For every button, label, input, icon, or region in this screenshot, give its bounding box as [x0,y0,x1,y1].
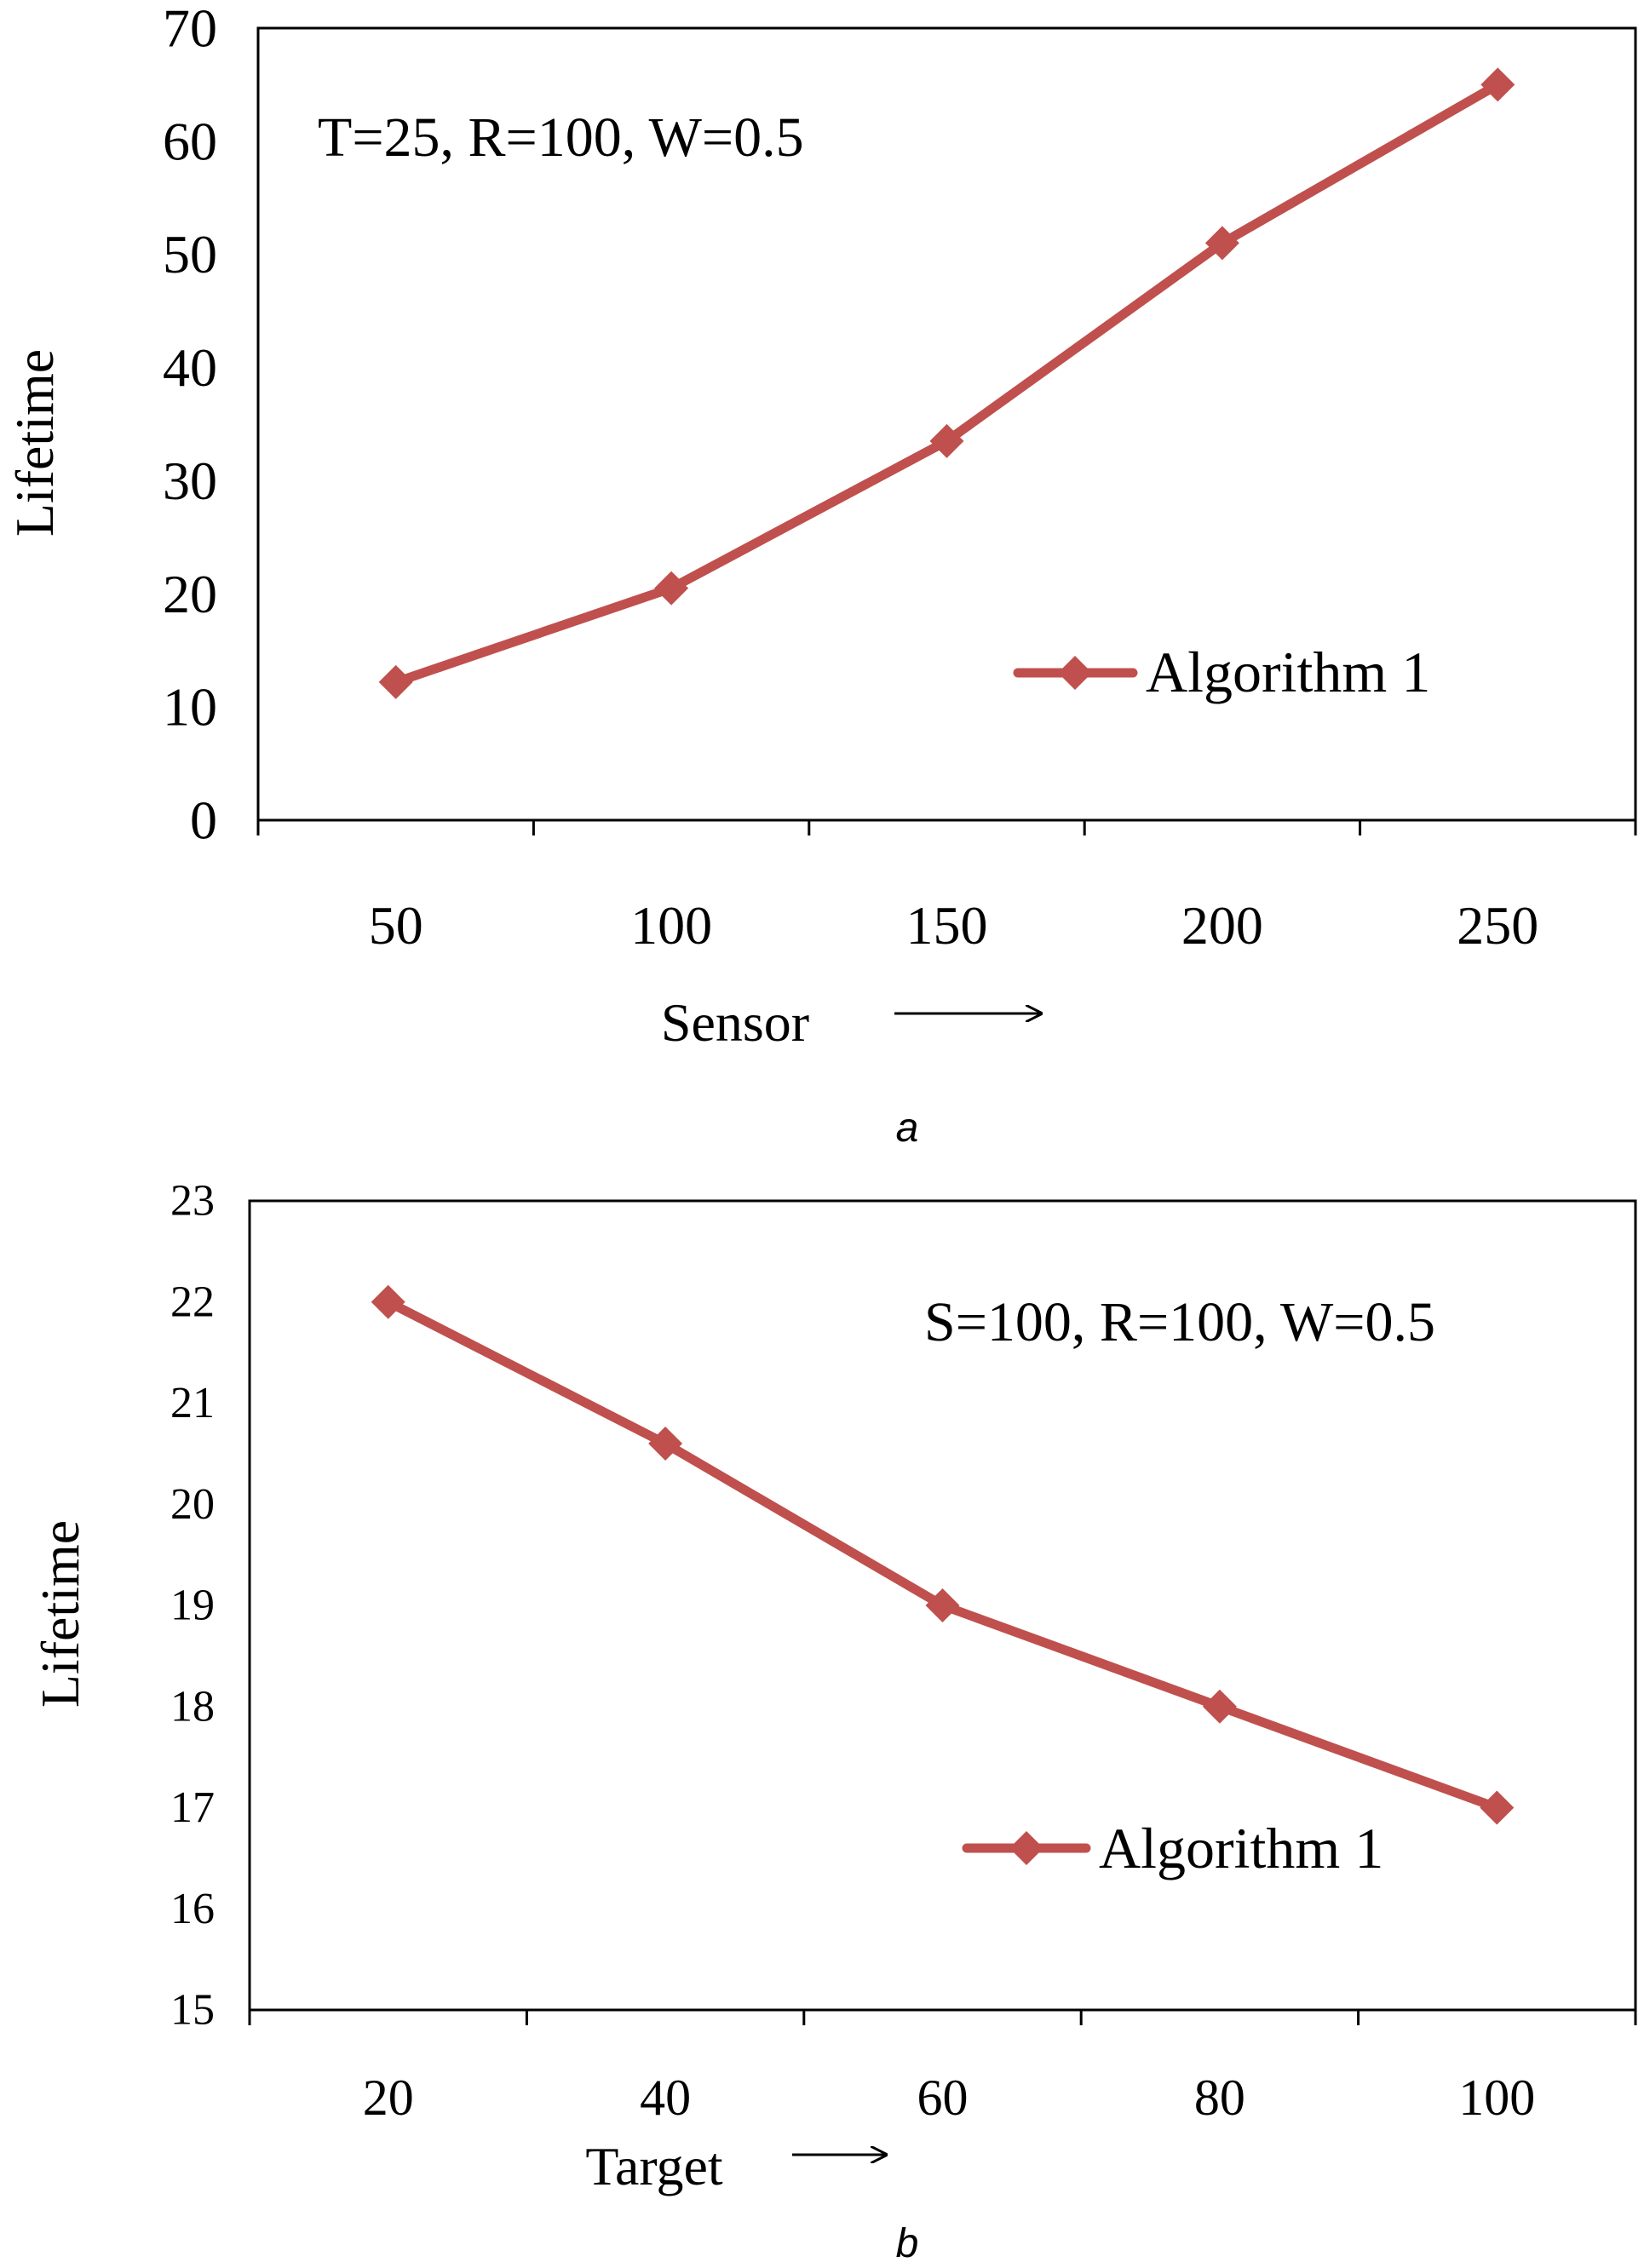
y-tick-label: 16 [170,1885,215,1933]
data-point-marker [654,571,689,606]
data-point-marker [1202,1689,1237,1724]
chart-panel-b: 15 16 17 18 19 20 21 22 23 20 40 60 80 100 S=100, R=… [30,1177,1637,2196]
annotation-a: T=25, R=100, W=0.5 [318,106,804,169]
y-tick-label: 40 [163,337,217,398]
data-point-marker [929,423,964,458]
y-tick-label: 19 [170,1582,215,1630]
x-tick-label: 80 [1194,2070,1245,2126]
x-axis-label-b: Target [585,2136,723,2196]
legend-b: Algorithm 1 [962,1816,1383,1880]
annotation-b: S=100, R=100, W=0.5 [924,1291,1435,1353]
x-tick-label: 100 [1458,2070,1535,2126]
x-tick-label: 100 [630,895,712,956]
x-ticks-b: 20 40 60 80 100 [248,2010,1637,2126]
legend-label-b: Algorithm 1 [1099,1816,1383,1880]
y-tick-label: 20 [170,1480,215,1529]
legend-marker-a [1058,656,1092,690]
data-point-marker [371,1284,405,1319]
x-ticks-a: 50 100 150 200 250 [256,820,1637,956]
y-tick-label: 70 [163,0,217,59]
y-tick-label: 15 [170,1986,215,2035]
y-tick-label: 18 [170,1682,215,1731]
panel-letter-a: a [896,1105,919,1151]
y-tick-label: 30 [163,451,217,511]
x-tick-label: 250 [1457,895,1538,956]
y-ticks-a: 0 10 20 30 40 50 60 70 [163,0,217,851]
x-tick-label: 150 [906,895,988,956]
y-tick-label: 50 [163,224,217,284]
y-tick-label: 60 [163,111,217,171]
x-tick-label: 60 [917,2070,969,2126]
y-axis-label-a: Lifetime [4,349,65,537]
y-ticks-b: 15 16 17 18 19 20 21 22 23 [170,1177,215,2035]
series-a [378,67,1515,699]
y-tick-label: 23 [170,1177,215,1226]
x-tick-label: 40 [640,2070,691,2126]
y-tick-label: 10 [163,677,217,738]
y-tick-label: 22 [170,1278,215,1326]
x-axis-label-a: Sensor [661,992,809,1053]
legend-marker-b [1009,1831,1043,1865]
y-axis-label-b: Lifetime [30,1520,90,1708]
chart-panel-a: 0 10 20 30 40 50 60 70 50 100 150 200 250 T=25, R=1… [4,0,1637,1053]
panel-letter-b: b [896,2221,919,2266]
y-tick-label: 20 [163,564,217,624]
x-tick-label: 20 [363,2070,414,2126]
legend-a: Algorithm 1 [1013,640,1430,704]
y-tick-label: 0 [190,790,217,851]
legend-label-a: Algorithm 1 [1146,640,1430,704]
x-tick-label: 200 [1181,895,1263,956]
series-b [371,1284,1515,1825]
data-point-marker [378,664,413,699]
data-point-marker [648,1427,683,1461]
data-point-marker [1204,226,1239,261]
x-tick-label: 50 [369,895,423,956]
data-point-marker [1480,67,1515,102]
y-tick-label: 21 [170,1379,215,1427]
data-point-marker [925,1588,960,1622]
y-tick-label: 17 [170,1783,215,1832]
data-point-marker [1480,1790,1515,1825]
